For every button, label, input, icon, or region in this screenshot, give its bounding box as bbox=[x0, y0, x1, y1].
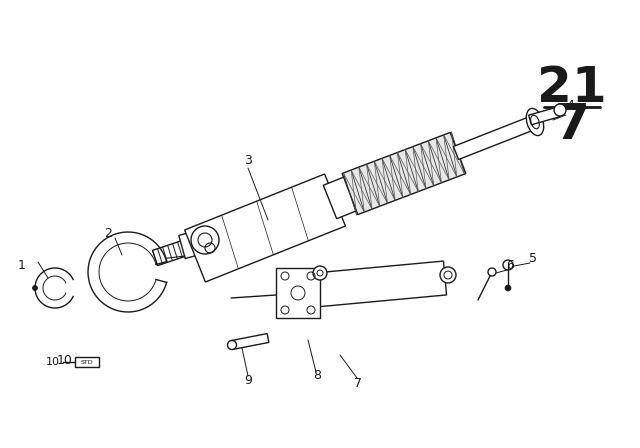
Text: STD: STD bbox=[81, 359, 93, 365]
Circle shape bbox=[488, 268, 496, 276]
Circle shape bbox=[440, 267, 456, 283]
Polygon shape bbox=[454, 116, 538, 159]
Polygon shape bbox=[231, 334, 269, 349]
Circle shape bbox=[227, 340, 237, 349]
Text: 6: 6 bbox=[506, 258, 514, 271]
Polygon shape bbox=[184, 174, 346, 282]
Polygon shape bbox=[314, 261, 447, 307]
Text: 5: 5 bbox=[529, 251, 537, 264]
Text: 7: 7 bbox=[555, 101, 589, 149]
Text: 10: 10 bbox=[46, 357, 60, 367]
Text: 7: 7 bbox=[354, 376, 362, 389]
Text: 4: 4 bbox=[566, 99, 574, 112]
Text: 8: 8 bbox=[313, 369, 321, 382]
Text: 1: 1 bbox=[18, 258, 26, 271]
Circle shape bbox=[313, 266, 327, 280]
Text: 3: 3 bbox=[244, 154, 252, 167]
Text: 2: 2 bbox=[104, 227, 112, 240]
FancyBboxPatch shape bbox=[75, 357, 99, 367]
Polygon shape bbox=[179, 230, 204, 258]
Text: 10: 10 bbox=[57, 353, 73, 366]
Circle shape bbox=[505, 285, 511, 291]
Polygon shape bbox=[152, 241, 188, 266]
FancyBboxPatch shape bbox=[276, 268, 320, 318]
Polygon shape bbox=[323, 175, 362, 219]
Circle shape bbox=[198, 233, 212, 247]
Polygon shape bbox=[529, 107, 559, 125]
Circle shape bbox=[33, 285, 38, 290]
Ellipse shape bbox=[526, 108, 544, 136]
Circle shape bbox=[191, 226, 219, 254]
Circle shape bbox=[554, 104, 566, 116]
Polygon shape bbox=[342, 133, 466, 215]
Text: 21: 21 bbox=[537, 64, 607, 112]
Text: 9: 9 bbox=[244, 374, 252, 387]
